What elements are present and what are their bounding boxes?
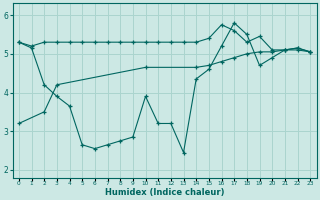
X-axis label: Humidex (Indice chaleur): Humidex (Indice chaleur) bbox=[105, 188, 224, 197]
